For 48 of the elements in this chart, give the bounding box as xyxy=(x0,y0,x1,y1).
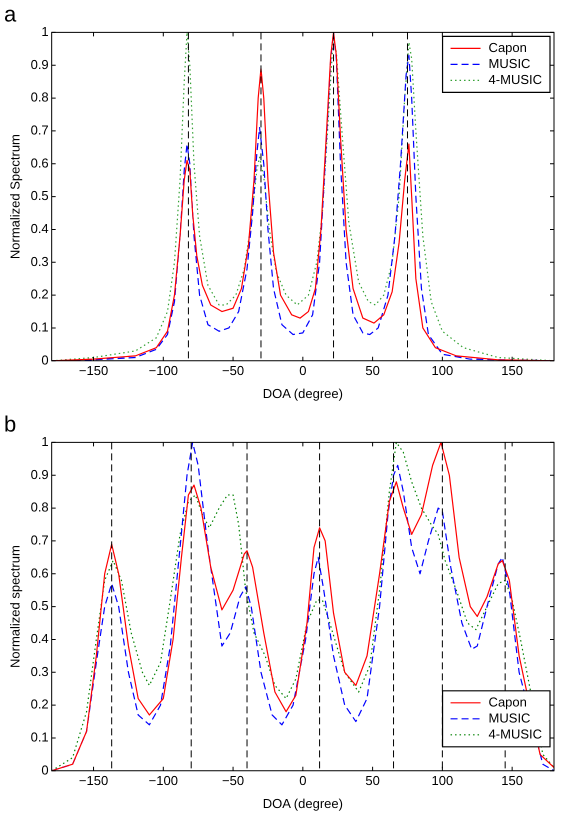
y-tick-label: 0.6 xyxy=(30,565,49,580)
y-tick-label: 0.8 xyxy=(30,500,49,515)
legend-label: MUSIC xyxy=(488,710,530,726)
y-tick-label: 0.8 xyxy=(30,90,49,105)
x-tick-label: 50 xyxy=(365,773,380,788)
x-tick-label: 50 xyxy=(365,363,380,378)
x-tick-label: 0 xyxy=(299,363,306,378)
y-tick-label: 0.3 xyxy=(30,664,49,679)
x-axis-title: DOA (degree) xyxy=(262,796,343,811)
x-tick-label: 150 xyxy=(501,773,523,788)
y-tick-label: 0.7 xyxy=(30,122,49,138)
y-tick-label: 0.9 xyxy=(30,466,49,482)
y-tick-label: 0.2 xyxy=(30,696,49,712)
y-tick-label: 0 xyxy=(41,762,49,778)
y-tick-label: 0.1 xyxy=(30,730,49,745)
x-tick-label: 100 xyxy=(432,773,454,788)
x-tick-label: −50 xyxy=(222,773,244,788)
chart-title: a xyxy=(4,1,17,26)
x-axis-title: DOA (degree) xyxy=(262,386,343,401)
y-tick-label: 0.9 xyxy=(30,56,49,72)
y-tick-label: 0 xyxy=(41,352,49,368)
x-tick-label: −150 xyxy=(78,363,108,378)
legend-label: 4-MUSIC xyxy=(488,72,542,87)
x-tick-label: −50 xyxy=(222,363,244,378)
y-axis-title: Normalized Spectrum xyxy=(7,134,22,260)
y-tick-label: 0.7 xyxy=(30,532,49,548)
chart-title: b xyxy=(4,411,16,436)
x-tick-label: −150 xyxy=(78,773,108,788)
y-axis-title: Normalized spectrum xyxy=(7,545,22,668)
y-tick-label: 0.3 xyxy=(30,254,49,269)
y-tick-label: 0.2 xyxy=(30,286,49,302)
x-tick-label: −100 xyxy=(148,773,178,788)
y-tick-label: 0.6 xyxy=(30,155,49,170)
y-tick-label: 0.5 xyxy=(30,188,49,204)
x-tick-label: 0 xyxy=(299,773,306,788)
y-tick-label: 0.5 xyxy=(30,598,49,614)
y-tick-label: 1 xyxy=(41,434,49,449)
y-tick-label: 0.1 xyxy=(30,320,49,335)
y-tick-label: 0.4 xyxy=(30,631,49,646)
legend-label: Capon xyxy=(488,694,527,710)
x-tick-label: 100 xyxy=(432,363,454,378)
legend-label: MUSIC xyxy=(488,56,530,71)
x-tick-label: 150 xyxy=(501,363,523,378)
y-tick-label: 1 xyxy=(41,24,49,39)
legend-label: 4-MUSIC xyxy=(488,726,542,742)
y-tick-label: 0.4 xyxy=(30,221,49,236)
legend-label: Capon xyxy=(488,40,527,55)
x-tick-label: −100 xyxy=(148,363,178,378)
